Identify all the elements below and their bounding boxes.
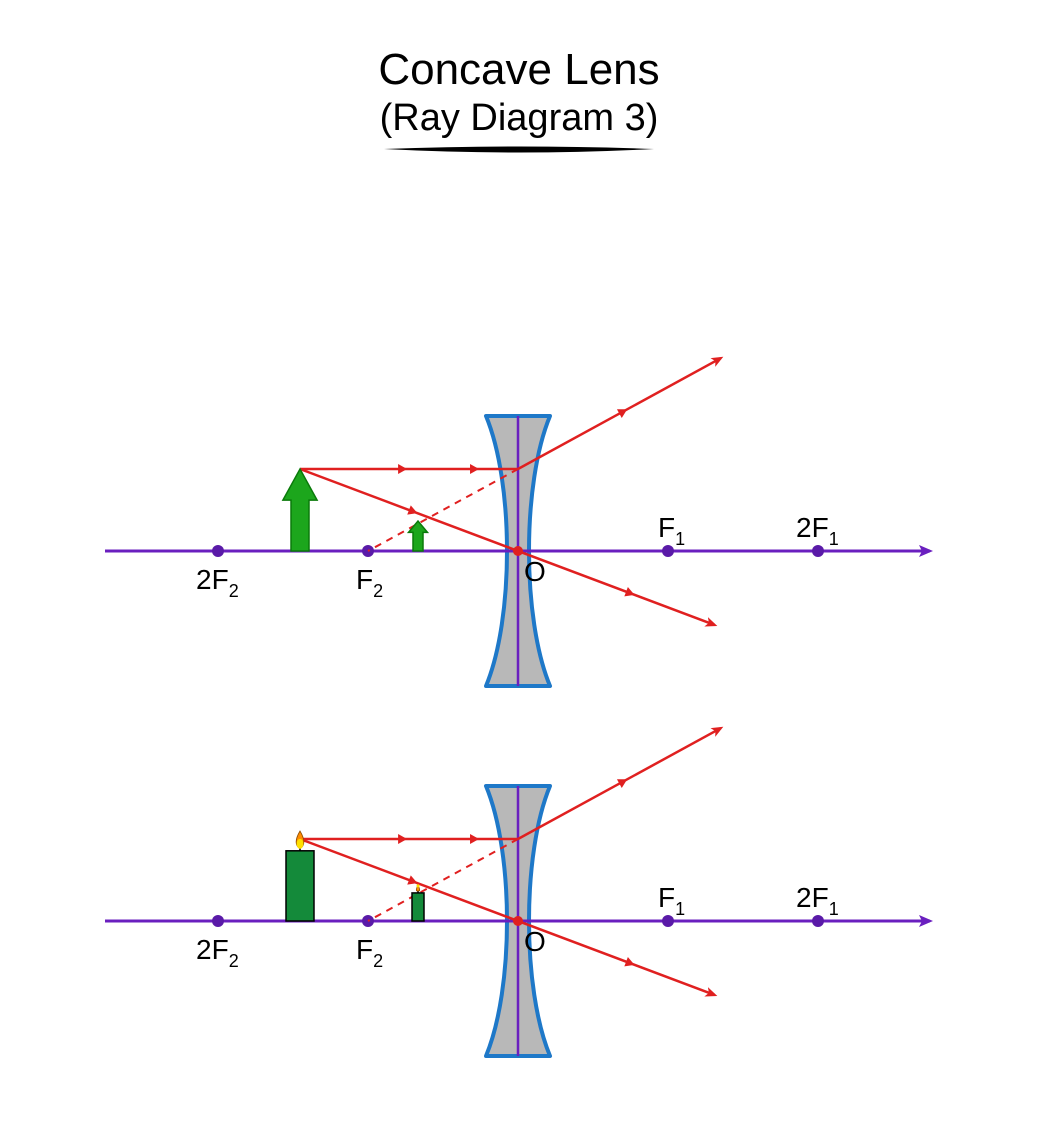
svg-text:F2: F2 (356, 564, 383, 601)
diagram-canvas: 2F2 F2 O F1 2F1 2F2 F2 O F1 2F1 (0, 161, 1038, 1141)
svg-text:2F1: 2F1 (796, 512, 839, 549)
title-line2: (Ray Diagram 3) (0, 97, 1038, 140)
svg-text:O: O (524, 556, 546, 587)
title-underline (379, 146, 659, 156)
svg-text:2F2: 2F2 (196, 934, 239, 971)
svg-text:O: O (524, 926, 546, 957)
svg-text:2F2: 2F2 (196, 564, 239, 601)
ray-diagram: 2F2 F2 O F1 2F1 (105, 728, 930, 1056)
svg-text:F1: F1 (658, 882, 685, 919)
svg-text:2F1: 2F1 (796, 882, 839, 919)
svg-text:F1: F1 (658, 512, 685, 549)
title-block: Concave Lens (Ray Diagram 3) (0, 0, 1038, 161)
title-line1: Concave Lens (0, 45, 1038, 95)
ray-diagram: 2F2 F2 O F1 2F1 (105, 358, 930, 686)
svg-text:F2: F2 (356, 934, 383, 971)
